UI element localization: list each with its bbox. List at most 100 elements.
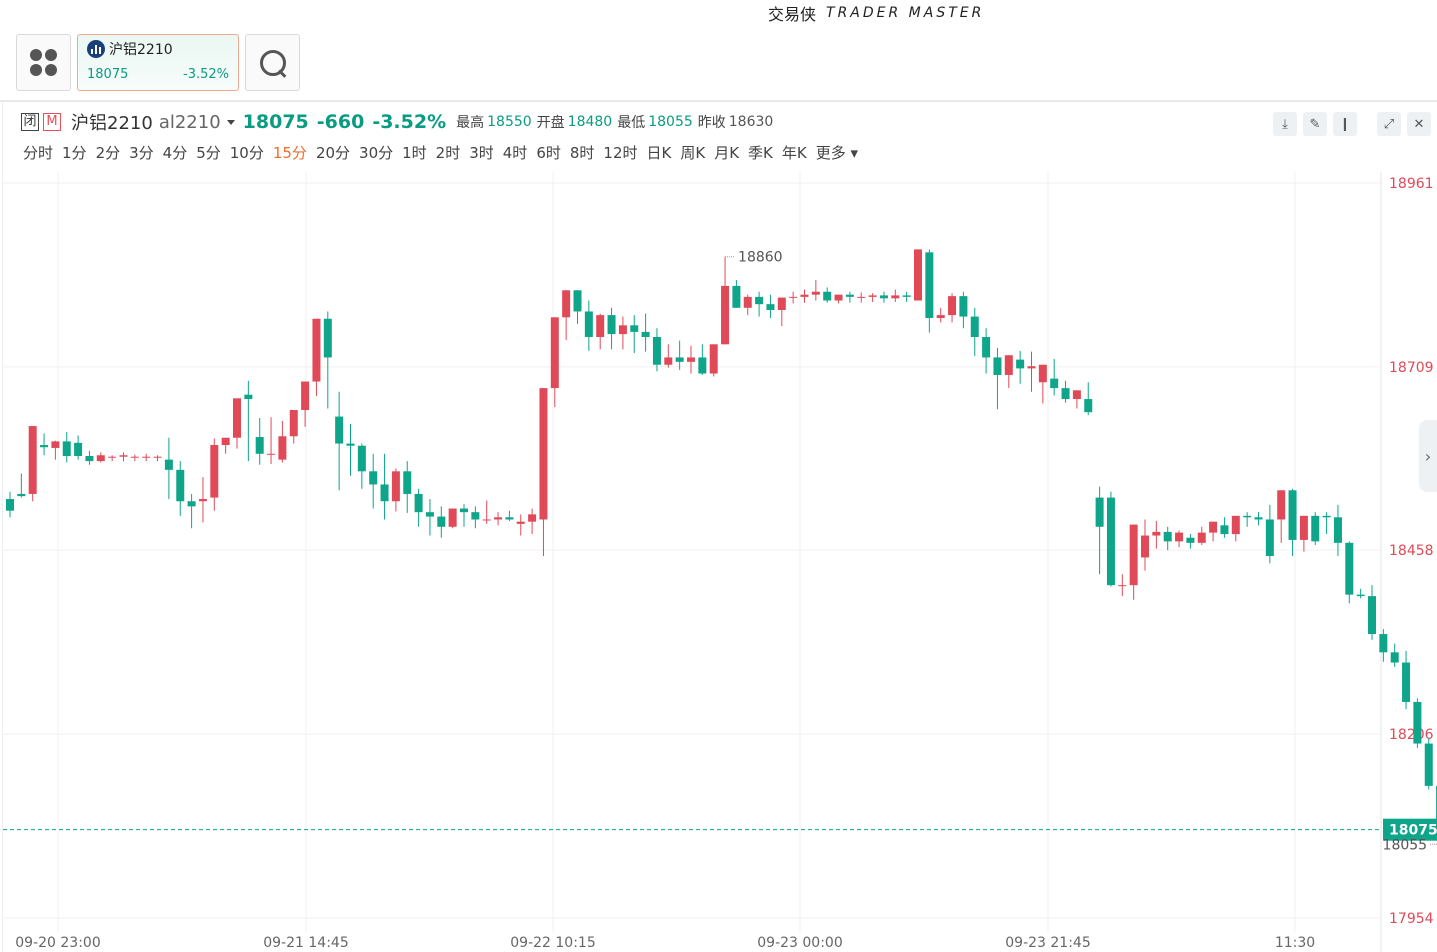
candle-body <box>1231 515 1240 535</box>
candle-body <box>1072 390 1081 400</box>
period-tab[interactable]: 分时 <box>23 144 54 162</box>
candle-body <box>1095 497 1104 527</box>
period-tab[interactable]: 4时 <box>502 144 528 162</box>
period-tab[interactable]: 12时 <box>603 144 638 162</box>
candle-body <box>51 441 60 448</box>
candle-body <box>301 381 310 410</box>
candle-body <box>278 436 287 460</box>
period-tab[interactable]: 月K <box>714 144 740 162</box>
period-tab[interactable]: 6时 <box>536 144 561 162</box>
candle-body <box>1129 524 1138 586</box>
period-tab[interactable]: 5分 <box>196 144 221 162</box>
apps-button[interactable] <box>16 34 71 91</box>
candle-body <box>153 456 162 458</box>
period-tab[interactable]: 8时 <box>569 144 595 162</box>
chevron-right-icon[interactable]: › <box>1419 420 1437 492</box>
candle-body <box>244 394 253 400</box>
brand-en: TRADER MASTER <box>826 5 985 21</box>
period-tab[interactable]: 1分 <box>62 144 87 162</box>
high-marker: 18860 <box>738 250 783 266</box>
candle-body <box>1368 596 1376 635</box>
candle-body <box>1197 532 1206 543</box>
period-tab[interactable]: 4分 <box>162 144 188 162</box>
y-tick-label: 18206 <box>1389 727 1434 743</box>
high-label: 最高 <box>456 115 485 131</box>
candle-body <box>1288 490 1297 540</box>
candle-body <box>17 493 26 497</box>
closed-badge: 闭 <box>21 113 39 131</box>
last-price: 18075 <box>242 111 309 133</box>
candle-body <box>460 508 468 513</box>
compress-icon[interactable]: ⤢ <box>1377 112 1401 136</box>
candle-body <box>777 297 786 311</box>
candle-body <box>1333 517 1342 543</box>
period-tab[interactable]: 30分 <box>359 144 394 162</box>
candle-body <box>1004 355 1013 375</box>
search-button[interactable] <box>245 34 300 91</box>
period-tab[interactable]: 15分 <box>272 144 307 162</box>
candle-body <box>40 445 49 448</box>
brand: 交易侠 TRADER MASTER <box>768 2 984 24</box>
candle-body <box>233 398 241 438</box>
symbol-tab-name: 沪铝2210 <box>109 42 173 58</box>
symbol-code[interactable]: al2210 <box>158 111 221 133</box>
period-tab[interactable]: 1时 <box>402 144 427 162</box>
candle-body <box>936 315 945 319</box>
candle-body <box>198 499 207 502</box>
high-value: 18550 <box>487 114 532 130</box>
candle-body <box>584 311 593 338</box>
x-tick-label: 09-20 23:00 <box>15 935 100 951</box>
candle-body <box>369 471 378 485</box>
candle-body <box>743 296 752 308</box>
prev-close-label: 昨收 <box>697 115 726 131</box>
candles-icon[interactable]: ❙ <box>1333 112 1357 136</box>
candle-body <box>1152 531 1161 536</box>
candle-body <box>494 517 503 520</box>
period-tab[interactable]: 季K <box>748 144 773 162</box>
candle-body <box>289 409 298 437</box>
period-tab[interactable]: 3时 <box>469 144 494 162</box>
candle-body <box>607 315 616 335</box>
candle-body <box>142 456 151 458</box>
candle-body <box>482 519 491 521</box>
candle-body <box>221 437 230 446</box>
period-tab[interactable]: 2分 <box>95 144 121 162</box>
candle-body <box>550 317 559 389</box>
line-chart-icon[interactable]: ⤓ <box>1273 112 1297 136</box>
candle-body <box>709 344 718 374</box>
x-tick-label: 09-23 00:00 <box>757 935 842 951</box>
close-icon[interactable]: ✕ <box>1407 112 1431 136</box>
period-tab[interactable]: 10分 <box>229 144 264 162</box>
symbol-dropdown-caret[interactable] <box>226 119 235 125</box>
top-toolbar: 沪铝2210 18075 -3.52% <box>16 34 300 92</box>
candle-body <box>1061 388 1070 400</box>
period-tab[interactable]: 日K <box>646 144 672 162</box>
candle-body <box>1050 378 1059 389</box>
symbol-tab-change: -3.52% <box>183 67 229 82</box>
period-tab[interactable]: 年K <box>781 144 807 162</box>
symbol-tab[interactable]: 沪铝2210 18075 -3.52% <box>77 34 239 91</box>
candle-body <box>187 501 196 507</box>
prev-close-value: 18630 <box>728 114 774 130</box>
period-tab[interactable]: 更多 ▾ <box>815 144 859 162</box>
candle-body <box>982 337 991 358</box>
y-tick-label: 18458 <box>1389 543 1434 559</box>
candle-body <box>857 296 866 298</box>
candle-body <box>687 357 695 362</box>
candlestick-chart[interactable]: 18961 18709 18458 18206 17954 09-20 23:00 09-2… <box>3 172 1437 952</box>
period-tab[interactable]: 20分 <box>315 144 351 162</box>
candle-body <box>596 315 605 338</box>
candle-body <box>1186 537 1195 543</box>
pencil-icon[interactable]: ✎ <box>1303 112 1327 136</box>
candle-body <box>1356 594 1365 597</box>
period-tab[interactable]: 2时 <box>435 144 461 162</box>
period-tab[interactable]: 3分 <box>129 144 154 162</box>
candle-body <box>108 456 117 458</box>
x-tick-label: 09-22 10:15 <box>510 935 595 951</box>
candle-body <box>948 296 957 316</box>
candle-body <box>652 337 661 365</box>
candle-body <box>789 296 798 298</box>
chart-panel: 闭 M 沪铝2210 al2210 18075 -660 -3.52% 最高 18… <box>2 102 1437 952</box>
period-tab[interactable]: 周K <box>680 144 706 162</box>
candle-body <box>164 459 173 470</box>
